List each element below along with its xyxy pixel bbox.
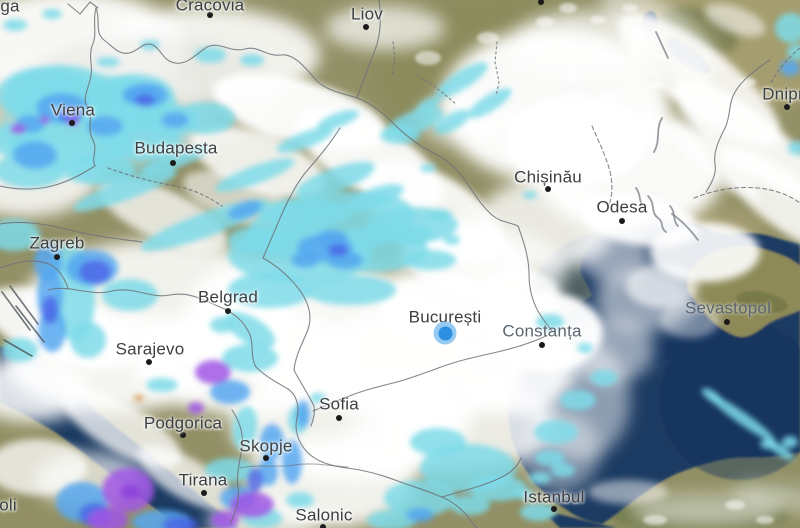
city-label-salonic: Salonic (295, 505, 353, 525)
cloud-speckles (360, 3, 774, 525)
location-marker-dot (438, 326, 452, 340)
city-dot-Liov (363, 24, 369, 30)
city-label-sevastopol: Sevastopol (684, 298, 772, 318)
precip-extreme-cells (120, 485, 140, 499)
city-label-belgrad: Belgrad (198, 287, 258, 307)
city-dot-Belgrad (225, 308, 231, 314)
city-label-skopje: Skopje (239, 436, 293, 456)
city-label-cracovia: Cracovia (175, 0, 245, 15)
city-dot-Odesa (619, 218, 625, 224)
city-label-bucurești: București (408, 307, 482, 327)
city-dot-Dnipr (784, 104, 790, 110)
city-label-oli: oli (0, 495, 17, 515)
precip-layer (0, 9, 800, 528)
river-layer (635, 31, 699, 241)
city-dot-Podgorica (180, 432, 186, 438)
city-label-viena: Viena (50, 100, 96, 120)
city-label-odesa: Odesa (596, 197, 648, 217)
precip-hail-cell (134, 395, 144, 401)
sea-of-marmara (549, 514, 618, 528)
city-dot-Zagreb (54, 254, 60, 260)
city-label-podgorica: Podgorica (143, 413, 223, 433)
city-dot-3 (538, 0, 544, 5)
city-dot-Viena (69, 120, 75, 126)
city-dot-Chișinău (545, 186, 551, 192)
city-dot-Sevastopol (724, 319, 730, 325)
city-dot-Sarajevo (146, 359, 152, 365)
city-dot-Skopje (263, 455, 269, 461)
city-label-chișinău: Chișinău (514, 167, 582, 187)
city-label-liov: Liov (351, 4, 383, 24)
city-label-istanbul: Istanbul (523, 487, 585, 507)
city-label-budapesta: Budapesta (134, 138, 218, 158)
city-dot-Salonic (320, 524, 326, 528)
city-label-zagreb: Zagreb (29, 233, 85, 253)
city-label-dnipr: Dnipr (762, 84, 800, 104)
city-dot-Tirana (201, 490, 207, 496)
city-label-sofia: Sofia (319, 394, 359, 414)
city-dot-Budapesta (170, 160, 176, 166)
city-label-tirana: Tirana (178, 470, 228, 490)
city-dot-Cracovia (207, 12, 213, 18)
istria-coast-lines (1, 285, 45, 357)
city-dot-Istanbul (551, 506, 557, 512)
city-label-constanța: Constanța (502, 321, 582, 341)
city-dot-Constanța (539, 342, 545, 348)
city-label-ga: ga (0, 0, 20, 16)
location-marker[interactable] (433, 321, 457, 345)
city-dot-Sofia (336, 415, 342, 421)
city-label-sarajevo: Sarajevo (115, 339, 185, 359)
